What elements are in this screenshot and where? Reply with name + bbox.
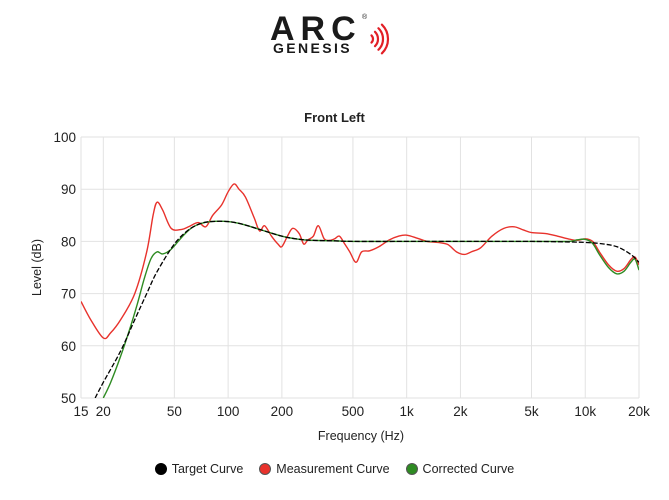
y-tick-label: 90: [61, 182, 76, 197]
sound-wave-arc: [373, 30, 380, 48]
y-tick-label: 60: [61, 339, 76, 354]
x-tick-label: 20k: [628, 404, 650, 419]
x-tick-label: 20: [96, 404, 111, 419]
chart-legend: Target Curve Measurement Curve Corrected C…: [0, 462, 669, 476]
logo-brand-text: ARC: [270, 10, 362, 48]
sound-wave-arc: [370, 34, 375, 44]
x-tick-label: 15: [73, 404, 88, 419]
x-tick-label: 1k: [400, 404, 415, 419]
legend-item[interactable]: Target Curve: [154, 462, 244, 476]
legend-label: Corrected Curve: [422, 462, 515, 476]
y-tick-label: 70: [61, 287, 76, 302]
x-tick-label: 5k: [524, 404, 539, 419]
y-tick-label: 100: [53, 130, 76, 145]
x-tick-label: 200: [271, 404, 294, 419]
x-tick-label: 500: [342, 404, 365, 419]
y-tick-label: 80: [61, 234, 76, 249]
sound-waves-icon: [370, 23, 390, 55]
chart-title: Front Left: [304, 110, 365, 125]
legend-item[interactable]: Measurement Curve: [259, 462, 390, 476]
sound-wave-arc: [380, 23, 390, 55]
legend-swatch: [405, 463, 418, 475]
legend-label: Measurement Curve: [276, 462, 390, 476]
logo-registered-mark: ®: [362, 14, 368, 21]
sound-wave-arc: [377, 27, 385, 51]
legend-swatch: [154, 463, 167, 475]
x-axis-label: Frequency (Hz): [318, 429, 404, 443]
legend-item[interactable]: Corrected Curve: [405, 462, 515, 476]
arc-genesis-logo: ARC ® GENESIS: [266, 10, 406, 60]
target-curve-line: [94, 220, 639, 398]
measurement-curve-line: [81, 183, 639, 340]
x-tick-label: 2k: [453, 404, 468, 419]
x-tick-label: 10k: [574, 404, 596, 419]
y-tick-label: 50: [61, 391, 76, 406]
frequency-response-chart: 15 20 50 100 200 500 1k 2k 5k 10k 20k 50 60 70 80 90 100…: [30, 130, 650, 443]
y-axis-label: Level (dB): [30, 239, 44, 296]
x-tick-label: 100: [217, 404, 240, 419]
legend-swatch: [259, 463, 272, 475]
logo-product-text: GENESIS: [273, 40, 353, 56]
x-tick-label: 50: [167, 404, 182, 419]
corrected-curve-line: [102, 220, 639, 398]
legend-label: Target Curve: [171, 462, 244, 476]
